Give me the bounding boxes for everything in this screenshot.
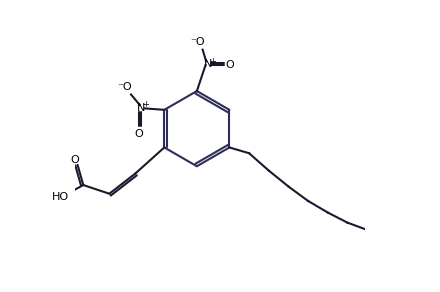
Text: ⁻O: ⁻O — [117, 82, 132, 92]
Text: HO: HO — [51, 192, 69, 201]
Text: +: + — [209, 57, 216, 66]
Text: O: O — [226, 60, 235, 70]
Text: ⁻O: ⁻O — [191, 37, 205, 47]
Text: O: O — [135, 129, 143, 140]
Text: +: + — [142, 100, 149, 109]
Text: O: O — [70, 154, 79, 165]
Text: N: N — [204, 59, 213, 69]
Text: N: N — [137, 102, 145, 112]
